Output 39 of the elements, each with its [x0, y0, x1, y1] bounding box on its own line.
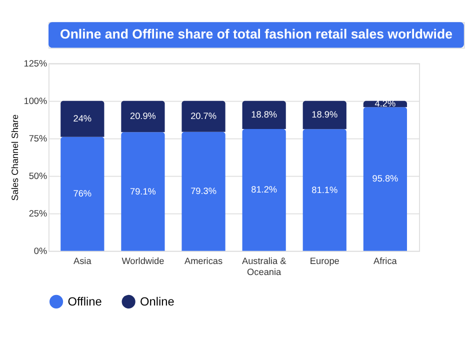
data-label: 95.8% [372, 174, 398, 184]
bar [60, 136, 104, 251]
bar [302, 100, 346, 130]
x-tick-label: Africa [374, 256, 398, 266]
data-label: 81.2% [251, 184, 278, 195]
y-axis-title: Sales Channel Share [10, 114, 20, 201]
x-tick-label: Asia [74, 256, 92, 266]
y-tick-label: 125% [24, 58, 48, 69]
bar [242, 100, 286, 130]
data-label: 79.3% [190, 186, 216, 196]
data-label: 20.9% [130, 111, 156, 122]
data-label: 18.8% [251, 110, 278, 120]
bar [182, 100, 226, 132]
y-tick-label: 50% [28, 171, 48, 182]
x-tick-label: Worldwide [122, 256, 164, 266]
x-tick-label: Australia & Oceania [242, 256, 286, 278]
legend-label: Offline [68, 294, 102, 308]
data-label: 81.1% [312, 184, 338, 195]
y-tick-label: 0% [34, 246, 48, 256]
data-label: 18.9% [312, 110, 338, 120]
y-tick-label: 75% [28, 134, 48, 144]
bar [363, 107, 407, 251]
data-label: 20.7% [190, 111, 216, 122]
data-label: 76% [73, 188, 92, 199]
data-label: 4.2% [374, 98, 396, 109]
bar [60, 100, 104, 137]
y-tick-label: 25% [28, 208, 48, 219]
y-tick-label: 100% [24, 96, 48, 106]
data-label: 24% [73, 114, 92, 124]
legend-label: Online [140, 294, 175, 308]
x-tick-label: Europe [310, 256, 340, 266]
chart-title: Online and Offline share of total fashion retail sales worldwide [60, 26, 452, 42]
bar [182, 132, 226, 251]
bar [121, 100, 165, 132]
data-label: 79.1% [130, 186, 156, 196]
bar [121, 132, 165, 251]
bar [242, 129, 286, 251]
x-tick-label: Americas [184, 256, 223, 266]
bar [302, 129, 346, 251]
